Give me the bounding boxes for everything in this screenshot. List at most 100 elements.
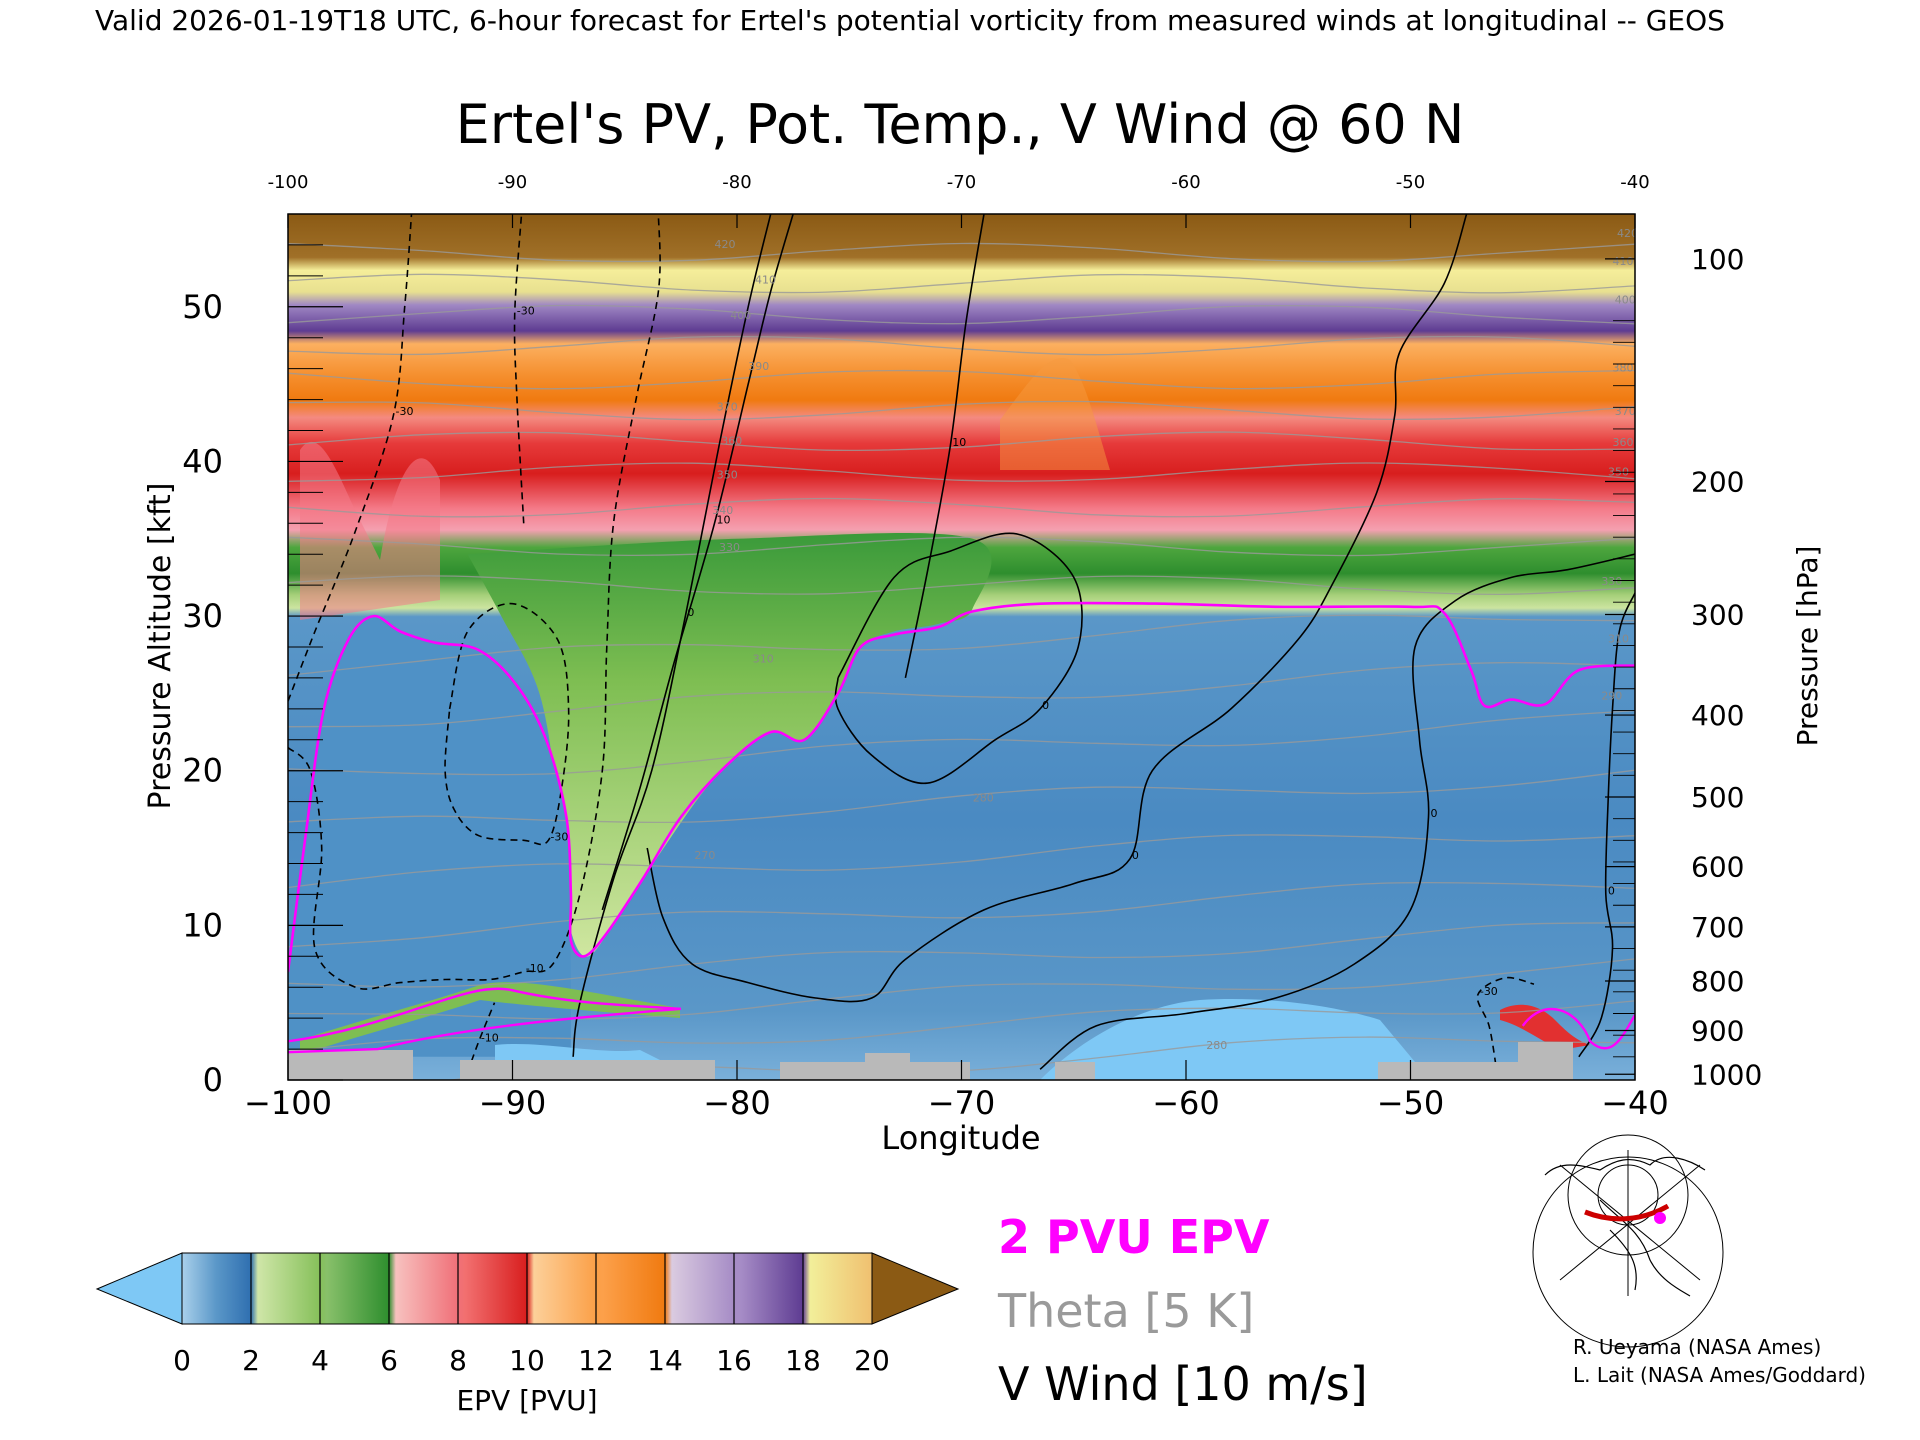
- wind-contour: [1476, 976, 1535, 1065]
- colorbar-tick-label: 12: [578, 1344, 614, 1377]
- top-x-tick-label: -60: [1171, 172, 1200, 193]
- theta-contour: [288, 958, 1635, 1020]
- theta-contour: [288, 661, 1635, 728]
- pressure-tick-label: 700: [1691, 911, 1744, 944]
- colorbar-tick-label: 4: [311, 1344, 329, 1377]
- colorbar-tick-label: 0: [173, 1344, 191, 1377]
- x-tick-label: −80: [703, 1084, 771, 1122]
- y-axis-label-right: Pressure [hPa]: [1791, 546, 1824, 747]
- wind-contour: [444, 602, 570, 846]
- locator-map: [1532, 1134, 1724, 1348]
- wind-contour-label: 0: [1430, 807, 1437, 820]
- pressure-tick-label: 300: [1691, 599, 1744, 632]
- wind-contour: [904, 214, 985, 679]
- wind-contour-label: -30: [396, 405, 414, 418]
- x-tick-label: −40: [1601, 1084, 1669, 1122]
- top-x-tick-label: -40: [1620, 172, 1649, 193]
- wind-contour: [1039, 553, 1635, 1070]
- theta-contour-label: 340: [712, 504, 733, 517]
- theta-contour-label: 290: [1601, 690, 1622, 703]
- theta-contour: [288, 881, 1635, 948]
- map-marker: [1654, 1212, 1666, 1224]
- colorbar-under-arrow: [95, 1252, 183, 1325]
- y-tick-label: 10: [182, 906, 223, 944]
- wind-contour: [1578, 592, 1635, 1058]
- wind-contour: [466, 1002, 496, 1073]
- credit-line-2: L. Lait (NASA Ames/Goddard): [1573, 1363, 1866, 1387]
- theta-contour: [288, 614, 1635, 677]
- y-tick-label: 40: [182, 442, 223, 480]
- contour-labels: 0 10 10 0 0 0 0 -10 -10 -30 -30 -30 -30 420 410 400 390 3…: [396, 227, 1636, 1052]
- lower-light-blue: [495, 999, 1430, 1080]
- theta-contour-label: 330: [1601, 575, 1622, 588]
- top-x-tick-label: -50: [1396, 172, 1425, 193]
- theta-contour-label: 330: [719, 541, 740, 554]
- pressure-tick-label: 200: [1691, 466, 1744, 499]
- top-x-tick-label: -100: [268, 172, 309, 193]
- theta-contour-label: 310: [1608, 632, 1629, 645]
- theta-contour: [288, 834, 1635, 889]
- theta-contour: [288, 575, 1635, 596]
- surface-green-band: [300, 982, 680, 1055]
- colorbar: 0 2 4 6 8 10 12 14 16 18 20 EPV [PVU]: [95, 1252, 960, 1417]
- pressure-tick-label: 600: [1691, 851, 1744, 884]
- colorbar-tick-label: 8: [449, 1344, 467, 1377]
- wind-contour: [646, 214, 1468, 1003]
- surface-pink-band: [1500, 1004, 1590, 1050]
- theta-contour: [288, 769, 1635, 824]
- map-meridian: [1559, 1164, 1701, 1281]
- wind-contours: [288, 214, 1635, 1073]
- theta-contour: [288, 922, 1635, 988]
- wind-contour-label: 0: [1132, 849, 1139, 862]
- y-tick-label: 50: [182, 288, 223, 326]
- wind-contour: [601, 214, 794, 911]
- x-tick-label: −100: [244, 1084, 332, 1122]
- pressure-tick-label: 1000: [1691, 1058, 1762, 1091]
- colorbar-label: EPV [PVU]: [456, 1384, 597, 1417]
- right-axis: 1000 900 800 700 600 500 400 300 200 100: [1605, 243, 1762, 1091]
- wind-contour: [288, 214, 661, 990]
- chart-title: Ertel's PV, Pot. Temp., V Wind @ 60 N: [456, 93, 1465, 156]
- wind-contour-label: -10: [526, 962, 544, 975]
- top-x-tick-label: -80: [722, 172, 751, 193]
- wind-contour: [572, 214, 772, 1057]
- colorbar-tick-label: 16: [716, 1344, 752, 1377]
- colorbar-tick-label: 20: [854, 1344, 890, 1377]
- x-tick-label: −60: [1152, 1084, 1220, 1122]
- wind-contour-label: -30: [1480, 985, 1498, 998]
- top-x-tick-label: -70: [947, 172, 976, 193]
- colorbar-over-arrow: [871, 1252, 960, 1325]
- theta-contour-label: 270: [694, 849, 715, 862]
- wind-contour: [513, 214, 525, 524]
- legend-entry-pv2: 2 PVU EPV: [998, 1210, 1270, 1264]
- colorbar-tick-label: 10: [509, 1344, 545, 1377]
- map-coastline: [1544, 1156, 1706, 1297]
- theta-contour-label: 380: [1613, 362, 1634, 375]
- map-track: [1584, 1203, 1670, 1222]
- theta-contour-label: 410: [1613, 255, 1634, 268]
- theta-contour-label: 360: [721, 434, 742, 447]
- top-x-tick-label: -90: [498, 172, 527, 193]
- colorbar-tick-label: 18: [785, 1344, 821, 1377]
- theta-contour: [288, 335, 1635, 356]
- x-tick-label: −70: [928, 1084, 996, 1122]
- wind-contour-label: -30: [517, 305, 535, 318]
- left-axis: 0 10 20 30 40 50: [182, 213, 343, 1099]
- legend-entry-wind: V Wind [10 m/s]: [998, 1357, 1368, 1411]
- theta-contour-label: 370: [1615, 405, 1636, 418]
- x-axis-label: Longitude: [881, 1119, 1040, 1157]
- wind-contour-label: 10: [952, 436, 966, 449]
- top-axis: -100 -90 -80 -70 -60 -50 -40: [268, 172, 1650, 228]
- legend-entry-theta: Theta [5 K]: [997, 1284, 1254, 1338]
- pressure-tick-label: 100: [1691, 243, 1744, 276]
- theta-contour-label: 310: [753, 652, 774, 665]
- pressure-tick-label: 400: [1691, 699, 1744, 732]
- green-plume: [467, 533, 992, 957]
- theta-contour-label: 360: [1613, 436, 1634, 449]
- y-tick-label: 0: [203, 1061, 223, 1099]
- theta-contour: [288, 536, 1635, 557]
- legend: 2 PVU EPV Theta [5 K] V Wind [10 m/s]: [997, 1210, 1368, 1411]
- pv2-contour-surface: [288, 987, 681, 1054]
- wind-contour-label: 0: [687, 606, 694, 619]
- wind-contour-label: -10: [481, 1031, 499, 1044]
